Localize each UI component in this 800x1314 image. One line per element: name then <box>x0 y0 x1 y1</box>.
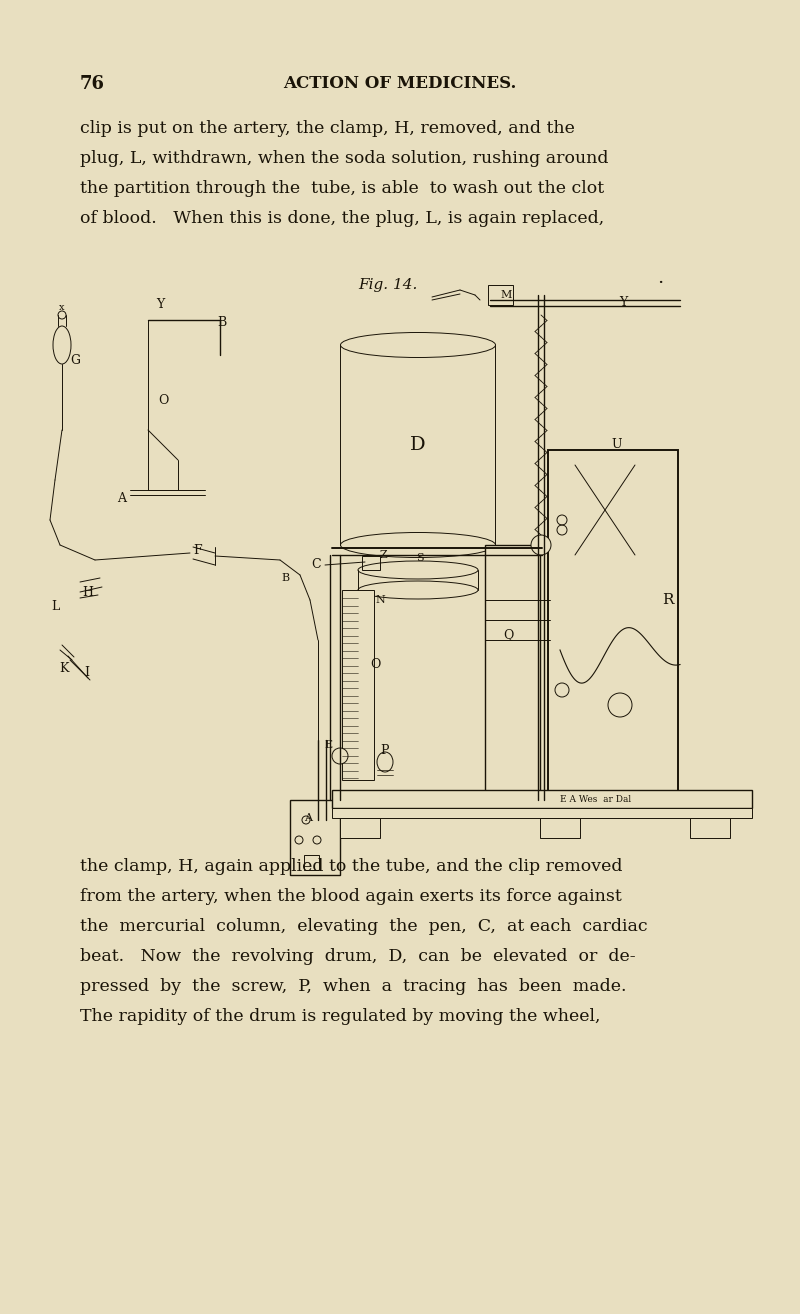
Text: from the artery, when the blood again exerts its force against: from the artery, when the blood again ex… <box>80 888 622 905</box>
Text: B: B <box>281 573 289 583</box>
Text: the clamp, H, again applied to the tube, and the clip removed: the clamp, H, again applied to the tube,… <box>80 858 622 875</box>
Bar <box>690 819 730 838</box>
Text: plug, L, withdrawn, when the soda solution, rushing around: plug, L, withdrawn, when the soda soluti… <box>80 150 609 167</box>
Text: A: A <box>304 813 312 823</box>
Text: pressed  by  the  screw,  P,  when  a  tracing  has  been  made.: pressed by the screw, P, when a tracing … <box>80 978 626 995</box>
Circle shape <box>608 692 632 717</box>
Bar <box>362 556 380 570</box>
Text: H: H <box>82 586 94 598</box>
Text: P: P <box>381 744 390 757</box>
Bar <box>332 808 752 819</box>
Bar <box>580 480 630 540</box>
Text: Y: Y <box>156 298 164 311</box>
Text: O: O <box>370 658 380 671</box>
Text: x: x <box>59 302 65 311</box>
Circle shape <box>302 816 310 824</box>
Text: I: I <box>85 666 90 679</box>
Text: M: M <box>500 290 512 300</box>
Ellipse shape <box>377 752 393 773</box>
Bar <box>342 590 374 781</box>
Text: O: O <box>158 393 168 406</box>
Circle shape <box>555 683 569 696</box>
Text: L: L <box>51 600 59 614</box>
Text: ACTION OF MEDICINES.: ACTION OF MEDICINES. <box>283 75 517 92</box>
Circle shape <box>313 836 321 844</box>
Text: the partition through the  tube, is able  to wash out the clot: the partition through the tube, is able … <box>80 180 604 197</box>
Text: Q: Q <box>503 628 513 641</box>
Ellipse shape <box>341 332 495 357</box>
Text: The rapidity of the drum is regulated by moving the wheel,: The rapidity of the drum is regulated by… <box>80 1008 601 1025</box>
Ellipse shape <box>53 326 71 364</box>
Text: 76: 76 <box>80 75 105 93</box>
Text: E: E <box>324 740 332 750</box>
Text: A: A <box>118 491 126 505</box>
Text: of blood.   When this is done, the plug, L, is again replaced,: of blood. When this is done, the plug, L… <box>80 210 604 227</box>
Text: E A Wes  ar Dal: E A Wes ar Dal <box>560 795 631 804</box>
Bar <box>488 285 513 305</box>
Text: K: K <box>59 661 69 674</box>
Text: R: R <box>662 593 674 607</box>
Bar <box>332 790 752 808</box>
Text: S: S <box>416 553 424 562</box>
Text: beat.   Now  the  revolving  drum,  D,  can  be  elevated  or  de-: beat. Now the revolving drum, D, can be … <box>80 947 636 964</box>
Bar <box>570 455 640 585</box>
Bar <box>290 800 340 875</box>
Circle shape <box>332 748 348 763</box>
Bar <box>340 819 380 838</box>
Circle shape <box>295 836 303 844</box>
Bar <box>485 545 540 805</box>
Text: the  mercurial  column,  elevating  the  pen,  C,  at each  cardiac: the mercurial column, elevating the pen,… <box>80 918 648 936</box>
Text: B: B <box>218 315 226 328</box>
Text: Y: Y <box>619 297 627 310</box>
Text: U: U <box>612 439 622 452</box>
Text: G: G <box>70 353 80 367</box>
Circle shape <box>531 535 551 555</box>
Text: Fig. 14.: Fig. 14. <box>358 279 418 292</box>
Bar <box>548 449 678 805</box>
Text: Z: Z <box>379 551 387 560</box>
Bar <box>540 819 580 838</box>
Ellipse shape <box>358 581 478 599</box>
Ellipse shape <box>358 561 478 579</box>
Ellipse shape <box>341 532 495 557</box>
Text: F: F <box>194 544 202 557</box>
Text: .: . <box>657 269 663 286</box>
Bar <box>304 855 319 870</box>
Text: N: N <box>375 595 385 604</box>
Text: D: D <box>410 436 426 455</box>
Text: C: C <box>311 558 321 572</box>
Text: clip is put on the artery, the clamp, H, removed, and the: clip is put on the artery, the clamp, H,… <box>80 120 575 137</box>
